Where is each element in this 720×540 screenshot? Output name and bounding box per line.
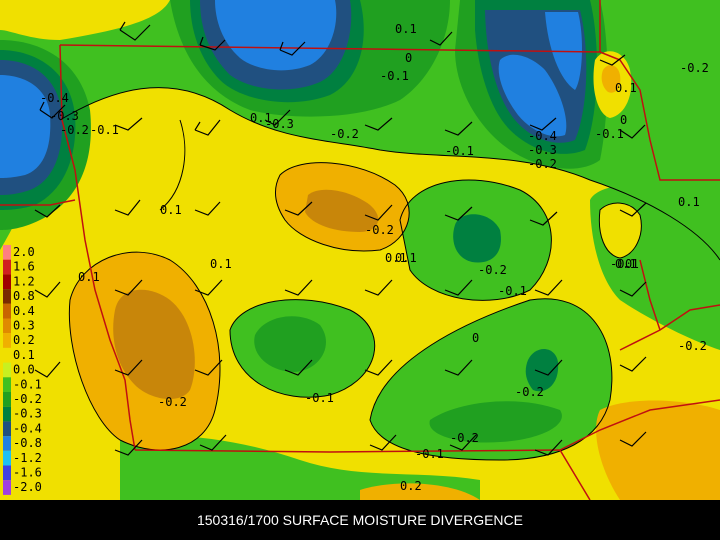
contour-label: -0.2 — [528, 157, 557, 171]
legend-label: 0.8 — [13, 289, 35, 303]
contour-value-labels: 0.10-0.4-0.3-0.2 -0.1-0.1-0.3-0.20.1-0.10… — [40, 22, 709, 493]
zone-yellow-top — [0, 0, 170, 40]
legend-swatch — [3, 450, 11, 466]
contour-label: 0.1 — [385, 251, 407, 265]
legend-swatch — [3, 259, 11, 275]
contour-label: -0.1 — [595, 127, 624, 141]
zone-darkgreen-se — [429, 401, 562, 443]
legend-swatch — [3, 436, 11, 451]
contour-label: -0.1 — [498, 284, 527, 298]
legend-swatch — [3, 274, 11, 290]
map-caption: 150316/1700 SURFACE MOISTURE DIVERGENCE — [0, 500, 720, 540]
zone-orange-south — [360, 483, 480, 500]
contour-label: -0.2 — [678, 339, 707, 353]
contour-label: -0.1 — [305, 391, 334, 405]
legend-swatch — [3, 362, 11, 378]
legend-swatch — [3, 392, 11, 407]
zone-darkgreen-east — [453, 214, 501, 263]
legend-label: -0.1 — [13, 377, 42, 391]
color-legend: 2.01.61.20.80.40.30.20.10.0-0.1-0.2-0.3-… — [3, 245, 42, 495]
legend-label: -0.2 — [13, 392, 42, 406]
legend-swatch — [3, 245, 11, 260]
legend-label: -0.4 — [13, 421, 42, 435]
legend-label: 1.2 — [13, 274, 35, 288]
contour-label: -0.2 — [330, 127, 359, 141]
contour-label: -0.4 — [40, 91, 69, 105]
legend-label: 1.6 — [13, 260, 35, 274]
zone-darkgreen-se2 — [525, 348, 559, 392]
legend-label: 0.0 — [13, 363, 35, 377]
political-borders — [0, 0, 720, 500]
legend-label: 2.0 — [13, 245, 35, 259]
legend-label: -2.0 — [13, 480, 42, 494]
contour-label: 0.2 — [400, 479, 422, 493]
contour-label: 0.1 — [615, 81, 637, 95]
contour-label: -0.2 — [158, 395, 187, 409]
legend-label: -1.6 — [13, 466, 42, 480]
contour-label: 0.1 — [250, 111, 272, 125]
contour-label: 0 — [472, 331, 479, 345]
contour-label: -0.1 — [610, 257, 639, 271]
zone-orange-ne — [601, 65, 621, 93]
legend-swatch — [3, 480, 11, 495]
contour-label: 0.1 — [678, 195, 700, 209]
contour-label: -0.1 — [380, 69, 409, 83]
zone-brown-west — [113, 289, 195, 400]
contour-label: -0.3 — [265, 117, 294, 131]
contour-label: -0.2 — [450, 431, 479, 445]
legend-label: -1.2 — [13, 451, 42, 465]
zone-blue-northeast — [498, 54, 567, 137]
contour-label: 0.1 — [395, 251, 417, 265]
legend-swatch — [3, 377, 11, 392]
contour-label: 0.1 — [160, 203, 182, 217]
contour-label: 0.1 — [395, 22, 417, 36]
legend-swatch — [3, 303, 11, 319]
legend-label: 0.2 — [13, 333, 35, 347]
zone-green-south-edge — [120, 436, 480, 500]
wind-barbs — [34, 21, 647, 456]
zone-orange-se — [596, 400, 720, 500]
contour-label: 0 — [625, 257, 632, 271]
legend-label: -0.3 — [13, 407, 42, 421]
contour-label: -0.2 — [478, 263, 507, 277]
contour-label: -0.2 — [60, 123, 89, 137]
moisture-divergence-map: 2.01.61.20.80.40.30.20.10.0-0.1-0.2-0.3-… — [0, 0, 720, 500]
zone-blue-west — [0, 75, 51, 178]
zone-brown-center — [305, 189, 379, 232]
contour-label: 0 — [620, 113, 627, 127]
contour-label: -0.1 — [90, 123, 119, 137]
legend-swatch — [3, 318, 11, 334]
contour-lines — [59, 87, 720, 461]
contour-label: -0.2 — [515, 385, 544, 399]
legend-swatch — [3, 289, 11, 304]
legend-label: -0.8 — [13, 436, 42, 450]
legend-label: 0.3 — [13, 319, 35, 333]
legend-swatch — [3, 347, 11, 363]
legend-swatch — [3, 333, 11, 348]
contour-label: 0 — [405, 51, 412, 65]
contour-label: -0.1 — [415, 447, 444, 461]
legend-swatch — [3, 421, 11, 437]
contour-label: -0.4 — [528, 129, 557, 143]
zone-yellow-ne2 — [599, 203, 642, 258]
legend-label: 0.4 — [13, 304, 35, 318]
contour-label: -0.1 — [445, 144, 474, 158]
zone-darkgreen-center — [254, 316, 326, 372]
zone-blue-north — [215, 0, 337, 71]
legend-label: 0.1 — [13, 348, 35, 362]
contour-label: -0.3 — [528, 143, 557, 157]
contour-label: 0.1 — [78, 270, 100, 284]
contour-label: -0.3 — [50, 109, 79, 123]
legend-swatch — [3, 406, 11, 422]
contour-label: 0.1 — [615, 257, 637, 271]
contour-label: -0.2 — [365, 223, 394, 237]
contour-label: -0.2 — [680, 61, 709, 75]
legend-swatch — [3, 465, 11, 481]
contour-label: 0.1 — [210, 257, 232, 271]
